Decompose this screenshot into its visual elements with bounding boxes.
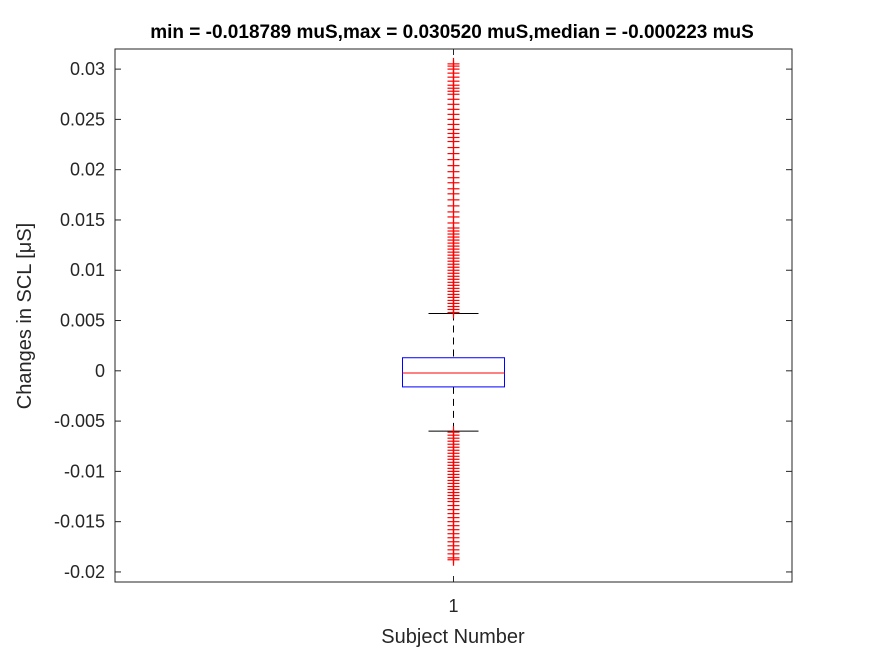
outlier-point: [447, 57, 460, 70]
y-tick-label: -0.02: [64, 562, 105, 582]
y-tick-label: -0.015: [54, 512, 105, 532]
y-tick-label: 0.03: [70, 59, 105, 79]
iqr-box: [402, 357, 505, 388]
y-tick-label: -0.005: [54, 411, 105, 431]
y-tick-label: 0.01: [70, 260, 105, 280]
y-tick-label: 0: [95, 361, 105, 381]
y-axis-label: Changes in SCL [μS]: [14, 223, 36, 409]
y-tick-label: 0.015: [60, 210, 105, 230]
y-tick-label: 0.025: [60, 109, 105, 129]
x-tick-label: 1: [448, 596, 458, 616]
chart-title: min = -0.018789 muS,max = 0.030520 muS,m…: [150, 22, 754, 43]
box-series: [402, 312, 505, 432]
y-tick-label: -0.01: [64, 461, 105, 481]
outlier-markers: [447, 57, 460, 566]
y-tick-label: 0.005: [60, 311, 105, 331]
x-axis-label: Subject Number: [381, 626, 525, 648]
y-tick-label: 0.02: [70, 160, 105, 180]
outlier-point: [447, 553, 460, 566]
x-axis-ticks: 1: [448, 49, 459, 616]
y-axis-ticks: 0.03 0.025 0.02 0.015 0.01 0.005 0 -0.005 -0.01 -…: [54, 59, 792, 582]
